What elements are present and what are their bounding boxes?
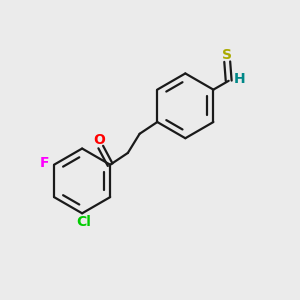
Text: Cl: Cl — [76, 215, 91, 229]
Text: F: F — [40, 156, 50, 170]
Text: H: H — [234, 72, 246, 86]
Text: S: S — [222, 48, 232, 62]
Text: O: O — [93, 133, 105, 147]
